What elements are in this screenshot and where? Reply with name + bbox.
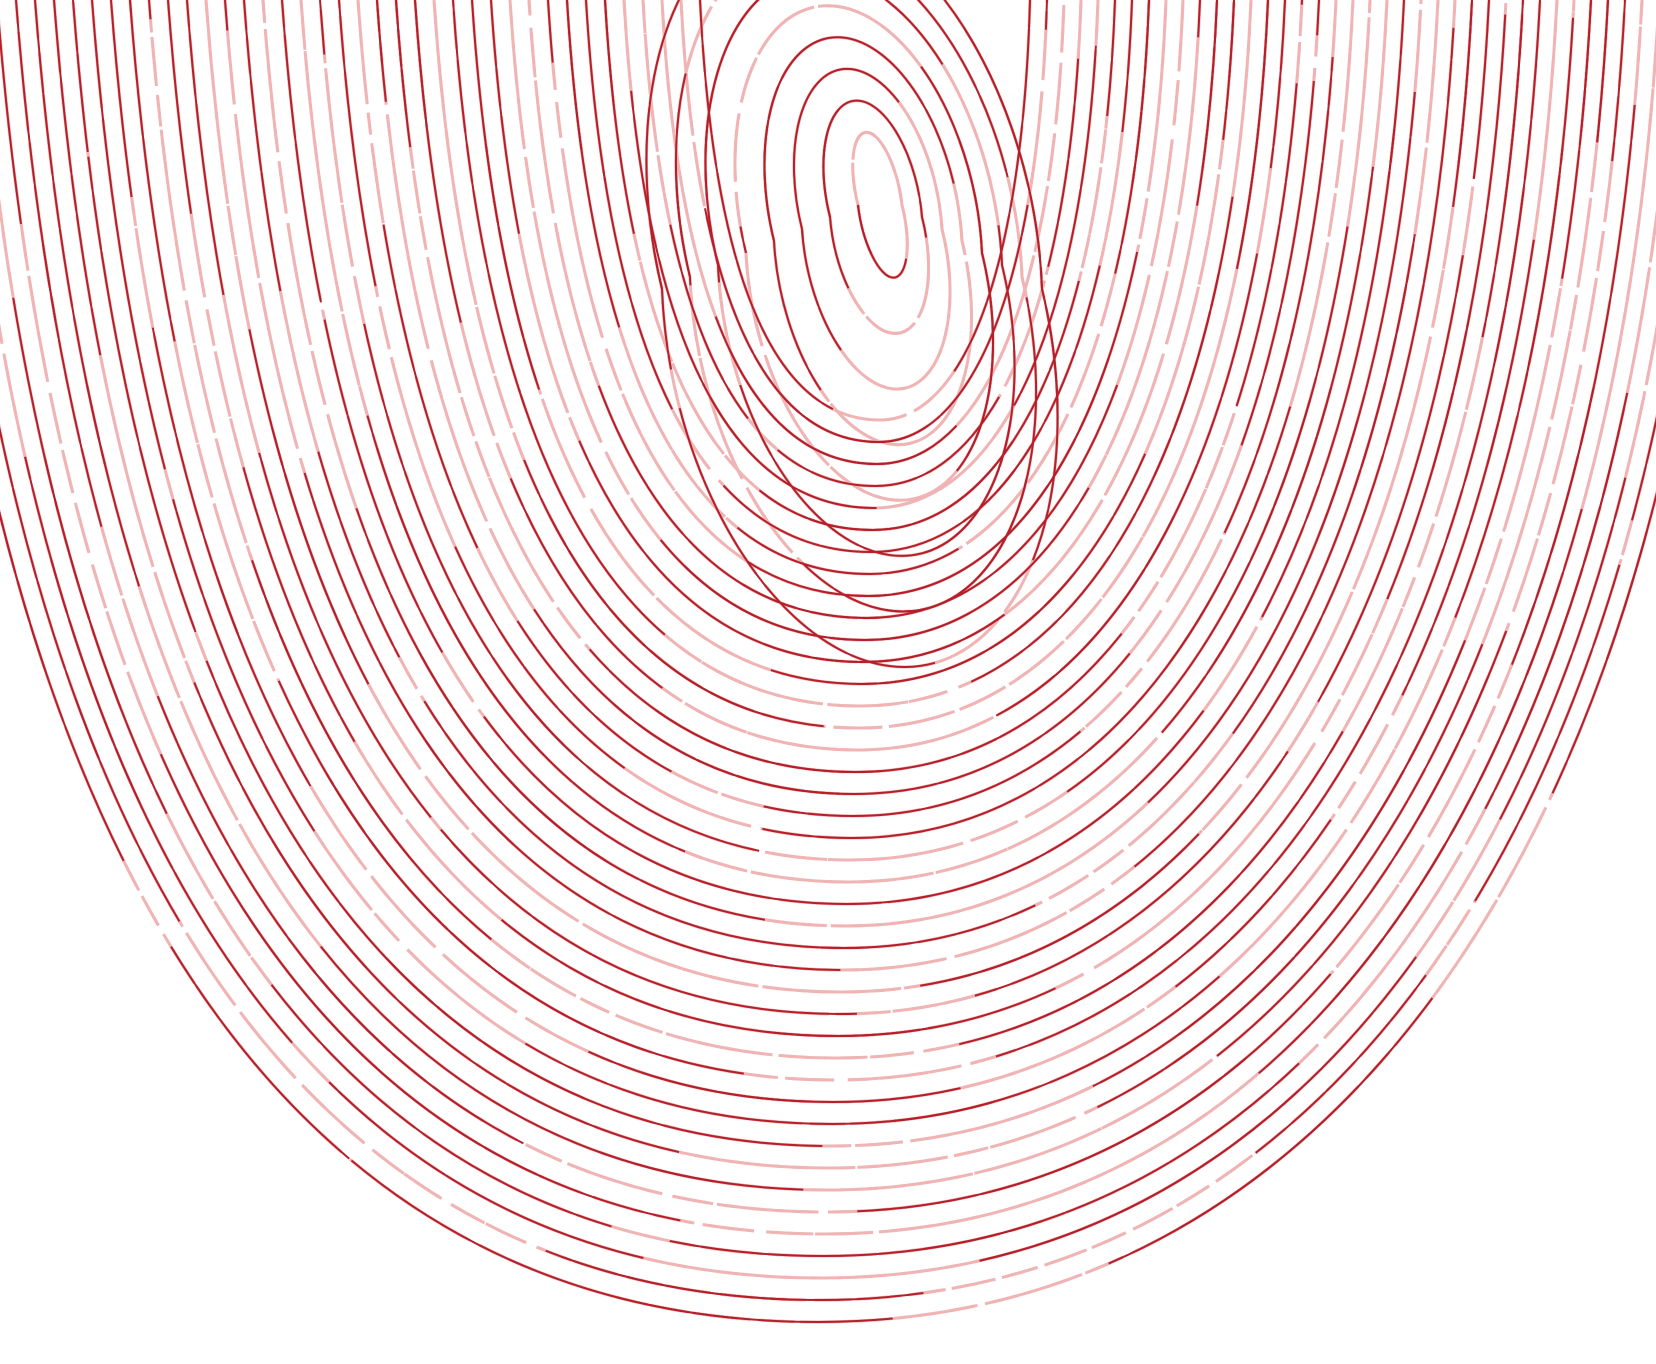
ridge [262, 0, 1422, 928]
ridge [0, 416, 1656, 1302]
ridge [147, 0, 1525, 1060]
ridge [395, 0, 1303, 774]
ridge [566, 0, 1150, 576]
ridge [642, 0, 1082, 488]
ridge [128, 0, 1542, 1082]
ridge [15, 0, 1643, 1214]
ridge [0, 491, 1656, 1324]
ridge [205, 0, 1473, 994]
ridge [0, 491, 1656, 1324]
ridge [148, 0, 1524, 1060]
ridge [585, 0, 1133, 554]
ridge [243, 0, 1439, 950]
ridge [281, 0, 1405, 906]
ridge [281, 0, 1405, 906]
ridge [186, 0, 1490, 1016]
ridge [566, 0, 1150, 576]
ridge [167, 0, 1507, 1038]
ridge [52, 0, 1610, 1170]
ridge [645, 0, 1059, 669]
ridge [851, 131, 909, 279]
ridge [699, 0, 1031, 422]
ridge [661, 0, 1065, 466]
ridge [34, 0, 1626, 1192]
ridge [319, 0, 1371, 862]
ridge [792, 67, 952, 391]
ridge [509, 0, 1201, 642]
ridge [432, 0, 1270, 730]
ridge [704, 0, 1016, 557]
ridge [357, 0, 1337, 818]
ridge [0, 23, 1656, 1236]
ridge [110, 0, 1558, 1104]
ridge [763, 36, 973, 446]
ridge [0, 326, 1656, 1280]
ridge [623, 0, 1099, 510]
ridge [14, 0, 1644, 1214]
ridge [585, 0, 1133, 554]
ridge [91, 0, 1575, 1126]
ridge [471, 0, 1235, 686]
ridge [414, 0, 1286, 752]
ridge [680, 0, 1048, 444]
ridge [734, 4, 994, 502]
ridge [186, 0, 1490, 1016]
ridge [452, 0, 1252, 708]
ridge [642, 0, 1082, 488]
ridge [547, 0, 1167, 598]
ridge [300, 0, 1388, 884]
ridge [623, 0, 1099, 510]
ridge [376, 0, 1320, 796]
ridge [604, 0, 1116, 532]
ridge [91, 0, 1575, 1126]
ridge [224, 0, 1456, 972]
ridge [699, 0, 1031, 422]
ridge [71, 0, 1593, 1148]
ridge [338, 0, 1354, 840]
ridge [376, 0, 1320, 796]
ridge [129, 0, 1541, 1082]
ridge [338, 0, 1354, 840]
ridge [528, 0, 1184, 620]
ridge [357, 0, 1337, 818]
ridge [822, 99, 930, 335]
ridge [0, 201, 1656, 1258]
ridges [0, 0, 1656, 1324]
ridge [490, 0, 1218, 664]
